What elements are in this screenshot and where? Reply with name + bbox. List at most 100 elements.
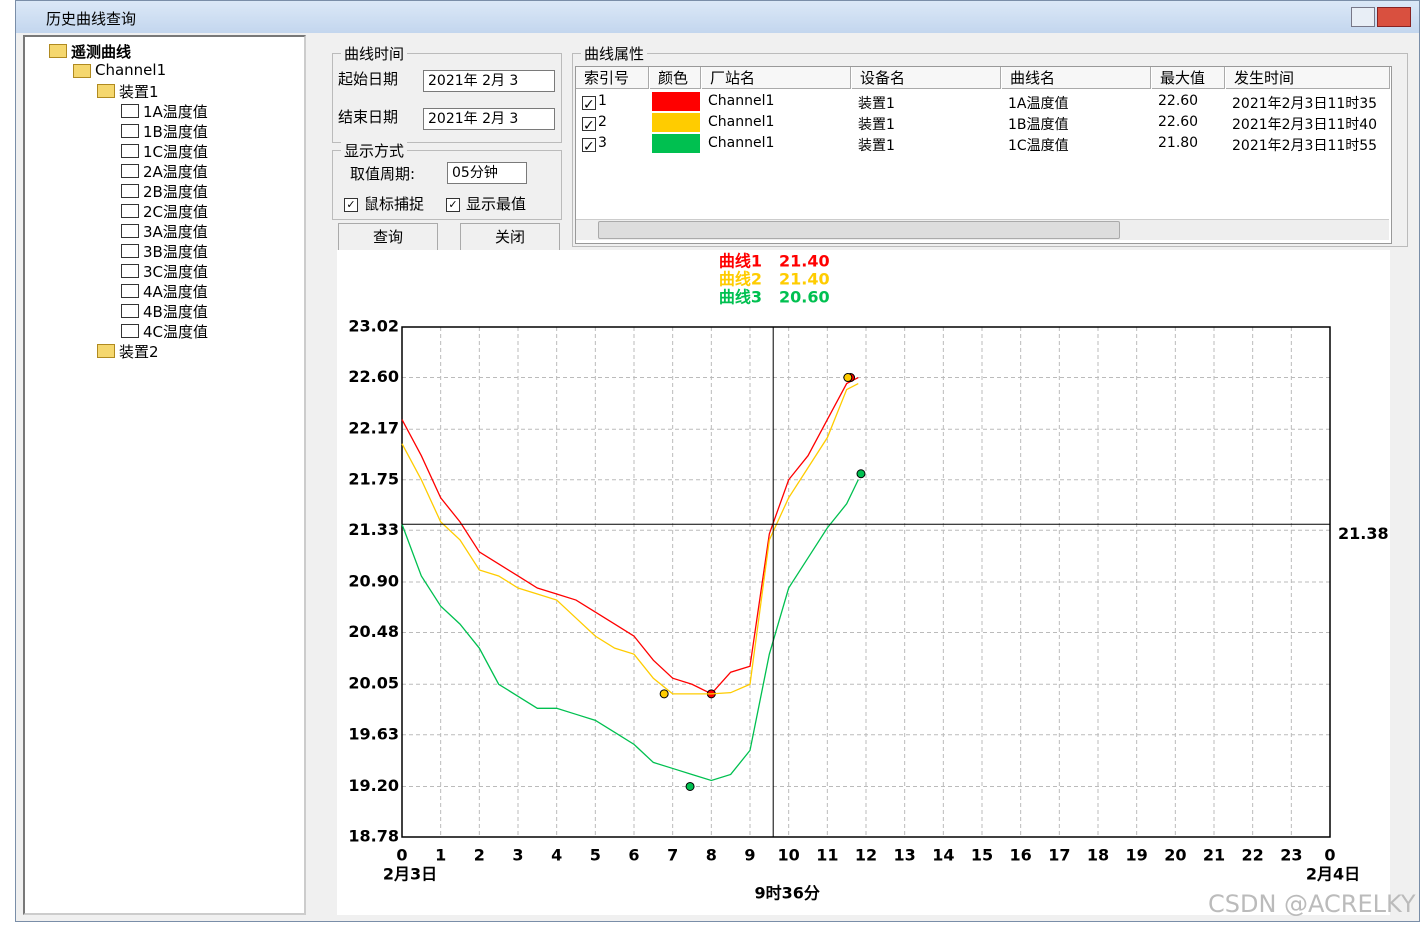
start-date[interactable]: 2021年 2月 3 bbox=[423, 70, 555, 92]
tree-icon bbox=[121, 224, 139, 238]
cell: 1A温度值 bbox=[1008, 96, 1069, 112]
query-button[interactable]: 查询 bbox=[338, 223, 438, 251]
y-tick-label: 20.90 bbox=[348, 572, 399, 591]
legend-name: 曲线3 bbox=[719, 288, 762, 307]
close-button[interactable] bbox=[1377, 7, 1411, 27]
y-tick-label: 22.60 bbox=[348, 367, 399, 386]
tree-node: 3A温度值 bbox=[143, 223, 208, 241]
tree-node: 4C温度值 bbox=[143, 323, 209, 341]
column-header: 设备名 bbox=[852, 67, 1001, 89]
y-tick-label: 20.05 bbox=[348, 674, 399, 693]
tree-node: 1A温度值 bbox=[143, 103, 208, 121]
tree-node: 4A温度值 bbox=[143, 283, 208, 301]
tree-icon bbox=[121, 264, 139, 278]
cursor-reading: 21.40 bbox=[779, 252, 830, 271]
minimize-button[interactable] bbox=[1351, 7, 1375, 27]
cell: 1 bbox=[598, 93, 607, 109]
x-tick-label: 21 bbox=[1203, 846, 1225, 865]
x-tick-label: 9 bbox=[744, 846, 755, 865]
x-tick-label: 11 bbox=[816, 846, 838, 865]
label: 鼠标捕捉 bbox=[364, 195, 425, 213]
period-select[interactable]: 05分钟 bbox=[447, 162, 527, 184]
tree-icon bbox=[121, 144, 139, 158]
color-swatch bbox=[652, 92, 700, 111]
tree-node: 2A温度值 bbox=[143, 163, 208, 181]
tree-icon bbox=[97, 84, 115, 98]
title-bar: 历史曲线查询 bbox=[16, 1, 1419, 33]
tree-node: 3C温度值 bbox=[143, 263, 209, 281]
group-title: 曲线属性 bbox=[581, 43, 648, 64]
cursor-x-label: 9时36分 bbox=[754, 884, 819, 903]
cell: 1B温度值 bbox=[1008, 117, 1069, 133]
label: 起始日期 bbox=[335, 68, 402, 89]
checkbox: ✓ bbox=[582, 117, 596, 134]
extreme-marker bbox=[685, 781, 695, 791]
tree-node: 2C温度值 bbox=[143, 203, 209, 221]
cell: 22.60 bbox=[1158, 93, 1199, 109]
time-group: 曲线时间 起始日期 2021年 2月 3 结束日期 2021年 2月 3 bbox=[332, 43, 562, 143]
x-tick-label: 17 bbox=[1048, 846, 1070, 865]
x-tick-label: 13 bbox=[894, 846, 916, 865]
column-header: 最大值 bbox=[1152, 67, 1225, 89]
tree-node: 遥测曲线 bbox=[71, 43, 132, 61]
chart: 18.78 19.20 19.63 20.05 20.48 20.90 21.33 21.75… bbox=[337, 250, 1390, 915]
series-line bbox=[401, 376, 859, 695]
plot-frame bbox=[401, 326, 1331, 838]
tree-node: 4B温度值 bbox=[143, 303, 208, 321]
x-tick-label: 7 bbox=[667, 846, 678, 865]
tree-icon bbox=[121, 124, 139, 138]
column-header: 曲线名 bbox=[1002, 67, 1151, 89]
checkbox[interactable]: ✓ 鼠标捕捉 bbox=[341, 193, 428, 214]
cell: 2021年2月3日11时55 bbox=[1232, 138, 1378, 154]
y-tick-label: 21.75 bbox=[348, 469, 399, 488]
watermark: CSDN @ACRELKY bbox=[1208, 890, 1416, 918]
tree-node: 装置2 bbox=[119, 343, 159, 361]
checkbox[interactable]: ✓ 显示最值 bbox=[443, 193, 530, 214]
x-tick-label: 2 bbox=[474, 846, 485, 865]
checkbox: ✓ bbox=[582, 138, 596, 155]
tree-icon bbox=[97, 344, 115, 358]
end-date[interactable]: 2021年 2月 3 bbox=[423, 108, 555, 130]
checkbox: ✓ bbox=[582, 96, 596, 113]
x-tick-label: 14 bbox=[932, 846, 954, 865]
cell: 2021年2月3日11时40 bbox=[1232, 117, 1378, 133]
color-swatch bbox=[652, 134, 700, 153]
series-line bbox=[401, 479, 859, 782]
y-tick-label: 18.78 bbox=[348, 827, 399, 846]
tree-icon bbox=[121, 244, 139, 258]
cell: 3 bbox=[598, 135, 607, 151]
label: 显示最值 bbox=[466, 195, 527, 213]
window-title: 历史曲线查询 bbox=[46, 10, 137, 28]
x-tick-label: 22 bbox=[1242, 846, 1264, 865]
color-swatch bbox=[652, 113, 700, 132]
x-tick-label: 0 bbox=[1324, 846, 1335, 865]
scroll-thumb bbox=[598, 221, 1120, 239]
tree-icon bbox=[121, 104, 139, 118]
column-header: 颜色 bbox=[650, 67, 701, 89]
tree-icon bbox=[121, 324, 139, 338]
cell: 装置1 bbox=[858, 138, 895, 154]
tree-icon bbox=[121, 184, 139, 198]
x-tick-label: 23 bbox=[1280, 846, 1302, 865]
y-tick-label: 22.17 bbox=[348, 419, 399, 438]
properties-table: 索引号 颜色 厂站名 设备名 曲线名 最大值 发生时间 ✓ 1 Channel1 装置1 1A温度值 2… bbox=[575, 66, 1392, 244]
x-tick-label: 6 bbox=[628, 846, 639, 865]
cell: 2 bbox=[598, 114, 607, 130]
x-tick-label: 20 bbox=[1164, 846, 1186, 865]
x-tick-label: 1 bbox=[435, 846, 446, 865]
display-group: 显示方式 取值周期: 05分钟 ✓ 鼠标捕捉 ✓ 显示最值 bbox=[332, 140, 562, 220]
tree-icon bbox=[49, 44, 67, 58]
x-tick-label: 15 bbox=[971, 846, 993, 865]
y-tick-label: 21.33 bbox=[348, 520, 399, 539]
date-label: 2月4日 bbox=[1306, 865, 1360, 884]
close-button[interactable]: 关闭 bbox=[460, 223, 560, 251]
y-tick-label: 20.48 bbox=[348, 622, 399, 641]
y-tick-label: 19.63 bbox=[348, 724, 399, 743]
x-tick-label: 5 bbox=[590, 846, 601, 865]
cell: 2021年2月3日11时35 bbox=[1232, 96, 1378, 112]
cell: 22.60 bbox=[1158, 114, 1199, 130]
y-tick-label: 23.02 bbox=[348, 317, 399, 336]
x-tick-label: 12 bbox=[855, 846, 877, 865]
x-tick-label: 18 bbox=[1087, 846, 1109, 865]
